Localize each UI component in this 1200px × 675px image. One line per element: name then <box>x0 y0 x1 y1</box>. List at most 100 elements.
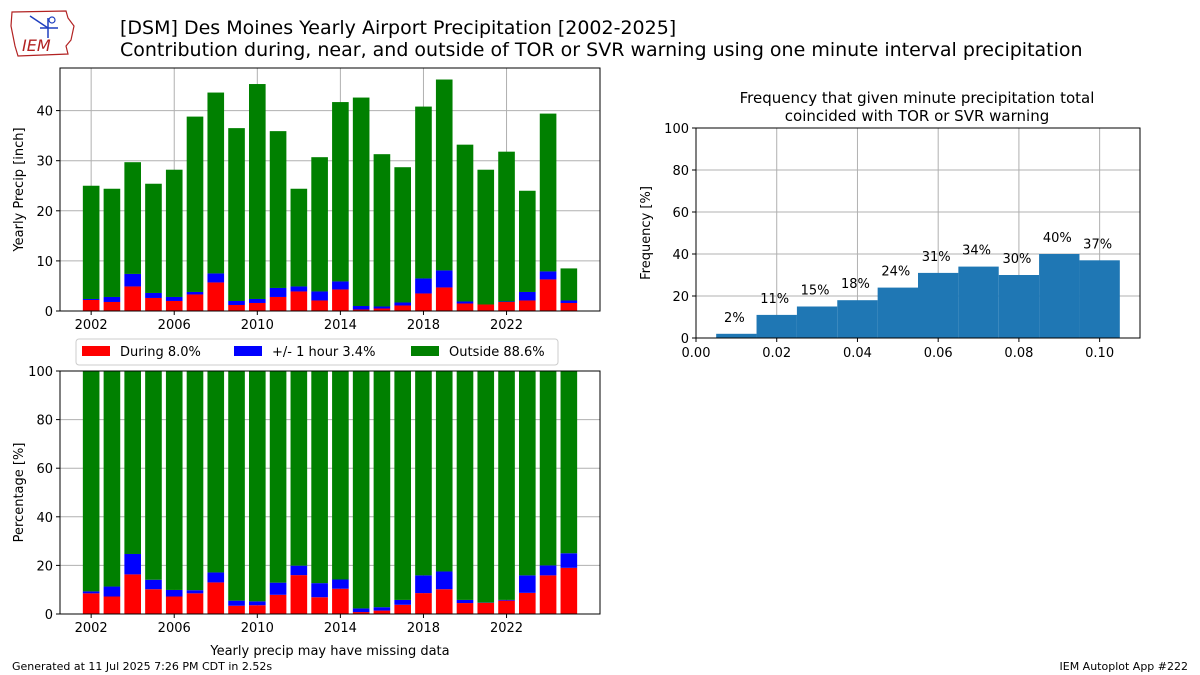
warning-frequency-chart-bar-9 <box>1079 260 1120 338</box>
percentage-chart-bar-2024-1 <box>539 565 557 576</box>
percentage-chart-ytick-label: 80 <box>36 414 53 429</box>
yearly-precip-chart-bar-2006-0 <box>165 300 183 311</box>
chart-title-line-2: Contribution during, near, and outside o… <box>120 39 1083 61</box>
yearly-precip-chart-bar-2003-2 <box>103 188 121 297</box>
percentage-chart-bar-2012-2 <box>290 371 308 566</box>
percentage-chart-ylabel: Percentage [%] <box>12 443 27 543</box>
percentage-chart-bar-2018-0 <box>415 593 432 614</box>
percentage-chart-bar-2016-2 <box>373 371 391 608</box>
yearly-precip-chart-bar-2024-1 <box>539 271 557 280</box>
percentage-chart-xtick-label: 2014 <box>324 621 357 636</box>
percentage-chart-bar-2016-0 <box>373 610 391 614</box>
yearly-precip-chart-bar-2018-0 <box>415 293 432 311</box>
percentage-chart-bar-2019-1 <box>435 571 453 590</box>
yearly-precip-chart-bar-2002-1 <box>82 298 100 300</box>
percentage-chart-bar-2010-1 <box>249 601 266 606</box>
chart-title-line-1: [DSM] Des Moines Yearly Airport Precipit… <box>120 17 677 39</box>
yearly-precip-chart-bar-2020-0 <box>456 303 474 311</box>
yearly-precip-chart-bar-2011-2 <box>269 131 287 288</box>
yearly-precip-chart-bar-2018-2 <box>415 106 432 279</box>
percentage-chart-bar-2008-0 <box>207 582 225 614</box>
yearly-precip-chart-xtick-label: 2010 <box>241 318 274 333</box>
warning-frequency-chart-bar-7 <box>998 275 1040 338</box>
warning-frequency-chart-bar-4 <box>877 287 918 338</box>
yearly-precip-chart-bar-2010-2 <box>249 84 266 299</box>
percentage-chart-bar-2025-0 <box>560 567 578 614</box>
legend-swatch-1 <box>234 346 262 356</box>
yearly-precip-chart-bar-2023-2 <box>519 190 536 292</box>
percentage-chart-bar-2011-1 <box>269 582 287 595</box>
yearly-precip-chart-bar-2024-0 <box>539 279 557 311</box>
yearly-precip-chart-bar-2019-0 <box>435 287 453 311</box>
yearly-precip-chart-bar-2022-0 <box>498 301 515 311</box>
yearly-precip-chart-bar-2002-2 <box>82 185 100 299</box>
yearly-precip-chart-bar-2009-0 <box>228 304 245 311</box>
yearly-precip-chart-bar-2013-2 <box>311 157 328 292</box>
warning-frequency-chart-xtick-label: 0.00 <box>682 346 711 361</box>
yearly-precip-chart-bar-2023-0 <box>519 300 536 311</box>
percentage-chart-bar-2006-1 <box>165 589 183 597</box>
yearly-precip-chart-ytick-label: 0 <box>45 305 53 320</box>
yearly-precip-chart-bar-2009-2 <box>228 128 245 301</box>
percentage-chart-bar-2002-1 <box>82 591 100 594</box>
yearly-precip-chart-bar-2011-0 <box>269 296 287 311</box>
yearly-precip-chart-bar-2015-2 <box>352 97 370 306</box>
yearly-precip-chart-bar-2014-1 <box>332 281 349 290</box>
percentage-chart-xtick-label: 2006 <box>158 621 191 636</box>
percentage-chart-bar-2022-2 <box>498 371 515 600</box>
percentage-chart-bar-2002-0 <box>82 593 100 614</box>
percentage-chart-bar-2017-0 <box>394 604 411 614</box>
percentage-chart-bar-2020-2 <box>456 371 474 600</box>
percentage-chart-bar-2003-2 <box>103 371 121 587</box>
percentage-chart-bar-2015-2 <box>352 371 370 609</box>
percentage-chart-bar-2015-1 <box>352 608 370 613</box>
yearly-precip-chart-bar-2020-2 <box>456 144 474 302</box>
yearly-precip-chart-bar-2009-1 <box>228 300 245 305</box>
yearly-precip-chart-xtick-label: 2006 <box>158 318 191 333</box>
percentage-chart-bar-2002-2 <box>82 371 100 592</box>
yearly-precip-chart-ytick-label: 20 <box>36 205 53 220</box>
yearly-precip-chart-bar-2020-1 <box>456 301 474 304</box>
yearly-precip-chart-bar-2017-1 <box>394 302 411 306</box>
percentage-chart-bar-2003-1 <box>103 586 121 597</box>
warning-frequency-chart-title-line-2: coincided with TOR or SVR warning <box>785 107 1049 125</box>
yearly-precip-chart-bar-2017-2 <box>394 167 411 303</box>
percentage-chart-bar-2016-1 <box>373 607 391 611</box>
warning-frequency-chart-ylabel: Frequency [%] <box>639 186 654 280</box>
percentage-chart-bar-2012-1 <box>290 565 308 576</box>
percentage-chart-bar-2009-1 <box>228 600 245 606</box>
percentage-chart-bar-2022-0 <box>498 600 515 614</box>
yearly-precip-chart-bar-2019-2 <box>435 79 453 271</box>
warning-frequency-chart-bar-label-4: 24% <box>881 265 910 280</box>
yearly-precip-chart-bar-2007-1 <box>186 291 204 295</box>
percentage-chart-bar-2005-1 <box>145 579 162 590</box>
percentage-chart-bar-2005-0 <box>145 589 162 614</box>
warning-frequency-chart-bar-0 <box>716 333 757 338</box>
percentage-chart-bar-2017-1 <box>394 599 411 605</box>
yearly-precip-chart-bar-2022-2 <box>498 151 515 302</box>
yearly-precip-chart-frame <box>59 67 601 312</box>
yearly-precip-chart-bar-2012-0 <box>290 291 308 311</box>
percentage-chart-bar-2023-1 <box>519 575 536 593</box>
warning-frequency-chart-ytick-label: 20 <box>672 290 689 305</box>
percentage-chart-bar-2025-2 <box>560 371 578 554</box>
yearly-precip-chart-bar-2016-0 <box>373 308 391 311</box>
yearly-precip-chart-bar-2012-2 <box>290 188 308 287</box>
yearly-precip-chart-bar-2021-0 <box>477 304 495 311</box>
yearly-precip-chart-xtick-label: 2022 <box>490 318 523 333</box>
warning-frequency-chart-bar-label-9: 37% <box>1083 237 1112 252</box>
percentage-chart-bar-2008-2 <box>207 371 225 573</box>
warning-frequency-chart-xtick-label: 0.04 <box>843 346 872 361</box>
percentage-chart-bar-2007-1 <box>186 590 204 594</box>
yearly-precip-chart-bar-2012-1 <box>290 286 308 292</box>
warning-frequency-chart-ytick-label: 60 <box>672 206 689 221</box>
percentage-chart-frame <box>59 370 601 615</box>
yearly-precip-chart-bar-2005-0 <box>145 297 162 311</box>
percentage-chart-ytick-label: 20 <box>36 559 53 574</box>
warning-frequency-chart-bar-label-3: 18% <box>841 277 870 292</box>
percentage-chart-xtick-label: 2018 <box>407 621 440 636</box>
percentage-chart-bar-2023-0 <box>519 592 536 614</box>
percentage-chart-bar-2006-0 <box>165 596 183 614</box>
percentage-chart-bar-2018-2 <box>415 371 432 576</box>
